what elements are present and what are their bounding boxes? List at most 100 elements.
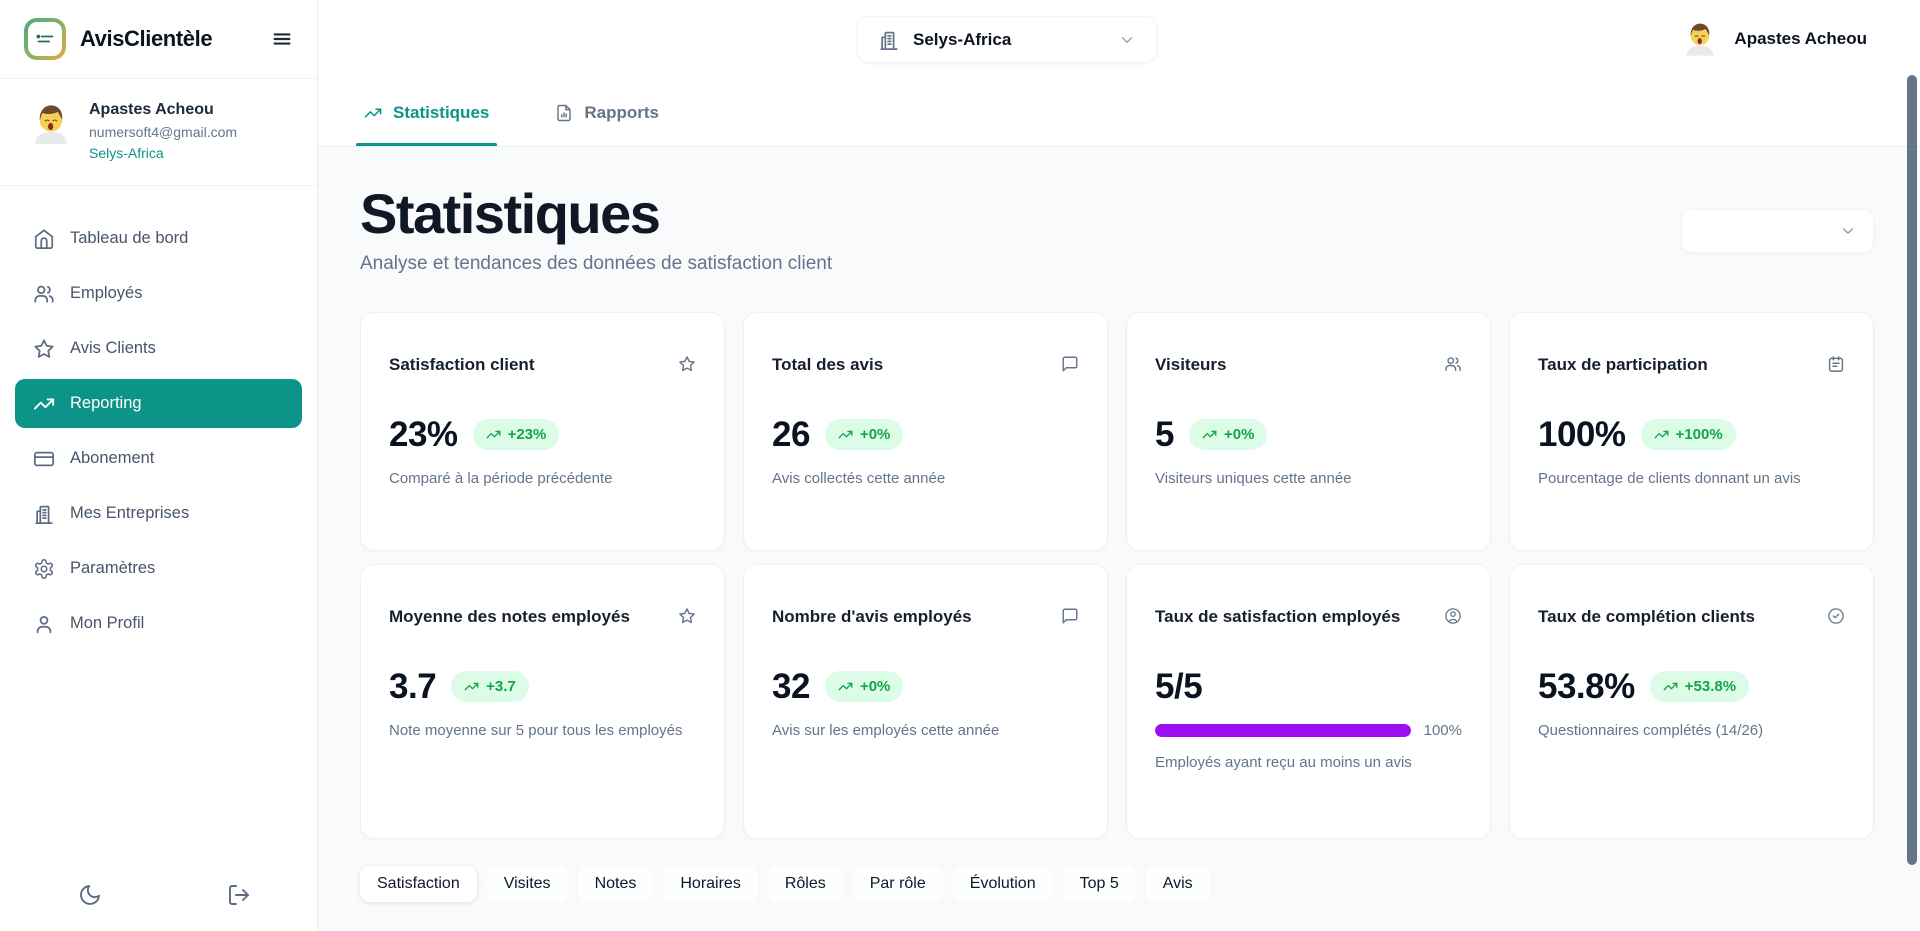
sidebar-item-reporting[interactable]: Reporting: [15, 379, 302, 428]
card-value: 5/5: [1155, 666, 1203, 706]
card-title: Moyenne des notes employés: [389, 606, 630, 626]
card-caption: Avis sur les employés cette année: [772, 721, 1000, 739]
scrollbar-thumb[interactable]: [1907, 75, 1917, 865]
sidebar-nav: Tableau de bord Employés Avis Clients Re…: [0, 186, 317, 654]
avatar: [28, 101, 74, 147]
progress-track: [1155, 723, 1411, 737]
message-square-icon: [1061, 607, 1079, 625]
topbar-user[interactable]: Apastes Acheou: [1681, 20, 1867, 58]
calendar-icon: [1827, 355, 1845, 373]
sidebar-item-avis-clients[interactable]: Avis Clients: [15, 324, 302, 373]
trending-up-icon: [486, 427, 501, 442]
menu-icon[interactable]: [271, 28, 293, 50]
card-caption: Avis collectés cette année: [772, 469, 946, 487]
circle-check-icon: [1827, 607, 1845, 625]
tab-label: Rapports: [584, 102, 659, 122]
building-icon: [33, 503, 55, 525]
card-title: Total des avis: [772, 354, 884, 374]
trending-up-icon: [364, 104, 382, 122]
card-caption: Pourcentage de clients donnant un avis: [1538, 469, 1801, 487]
sidebar-item-tableau-de-bord[interactable]: Tableau de bord: [15, 214, 302, 263]
card-caption: Employés ayant reçu au moins un avis: [1155, 753, 1412, 771]
sidebar-item-label: Mon Profil: [70, 614, 145, 632]
chart-tabs: Satisfaction Visites Notes Horaires Rôle…: [360, 865, 1874, 902]
user-icon: [33, 613, 55, 635]
card-title: Nombre d'avis employés: [772, 606, 972, 626]
trending-up-icon: [33, 393, 55, 415]
card-value: 23%: [389, 414, 458, 454]
company-selector[interactable]: Selys-Africa: [857, 16, 1157, 63]
page-head: Statistiques Analyse et tendances des do…: [360, 183, 1874, 275]
chart-tab-roles[interactable]: Rôles: [767, 865, 843, 902]
chart-tab-avis[interactable]: Avis: [1145, 865, 1210, 902]
sidebar-item-employes[interactable]: Employés: [15, 269, 302, 318]
users-icon: [33, 283, 55, 305]
trend-badge: +0%: [824, 419, 904, 451]
page-subtitle: Analyse et tendances des données de sati…: [360, 252, 833, 274]
chart-tab-top5[interactable]: Top 5: [1062, 865, 1136, 902]
card-caption: Comparé à la période précédente: [389, 469, 613, 487]
logout-icon[interactable]: [227, 883, 251, 907]
chevron-down-icon: [1839, 222, 1857, 240]
sidebar-item-mon-profil[interactable]: Mon Profil: [15, 599, 302, 648]
page-head-text: Statistiques Analyse et tendances des do…: [360, 183, 832, 275]
profile-email: numersoft4@gmail.com: [89, 124, 238, 140]
card-value: 100%: [1538, 414, 1626, 454]
sidebar-item-label: Tableau de bord: [70, 229, 189, 247]
stat-card-nombre-avis-employes: Nombre d'avis employés 32 +0% Avis sur l…: [743, 563, 1108, 839]
card-caption: Visiteurs uniques cette année: [1155, 469, 1352, 487]
trend-badge: +53.8%: [1649, 671, 1750, 703]
card-caption: Questionnaires complétés (14/26): [1538, 721, 1764, 739]
star-icon: [678, 607, 696, 625]
sidebar-item-label: Avis Clients: [70, 339, 156, 357]
sidebar-item-mes-entreprises[interactable]: Mes Entreprises: [15, 489, 302, 538]
progress-fill: [1155, 723, 1411, 737]
stat-card-satisfaction-client: Satisfaction client 23% +23% Comparé à l…: [360, 311, 725, 551]
star-icon: [678, 355, 696, 373]
tab-statistiques[interactable]: Statistiques: [355, 79, 498, 146]
stat-card-moyenne-notes-employes: Moyenne des notes employés 3.7 +3.7 Note…: [360, 563, 725, 839]
chart-tab-satisfaction[interactable]: Satisfaction: [360, 865, 477, 902]
stat-card-taux-de-participation: Taux de participation 100% +100% Pourcen…: [1509, 311, 1874, 551]
card-value: 3.7: [389, 666, 437, 706]
sidebar-header: AvisClientèle: [0, 0, 317, 79]
profile-name: Apastes Acheou: [89, 101, 214, 118]
gear-icon: [33, 558, 55, 580]
chart-tab-visites[interactable]: Visites: [486, 865, 568, 902]
sidebar-profile: Apastes Acheou numersoft4@gmail.com Sely…: [0, 79, 317, 186]
trend-badge: +23%: [472, 419, 560, 451]
trending-up-icon: [1202, 427, 1217, 442]
chart-tab-par-role[interactable]: Par rôle: [852, 865, 943, 902]
profile-company: Selys-Africa: [89, 145, 164, 161]
trend-badge: +0%: [1188, 419, 1268, 451]
stat-card-taux-completion-clients: Taux de complétion clients 53.8% +53.8% …: [1509, 563, 1874, 839]
sidebar-item-parametres[interactable]: Paramètres: [15, 544, 302, 593]
chart-tab-evolution[interactable]: Évolution: [952, 865, 1053, 902]
stat-card-total-des-avis: Total des avis 26 +0% Avis collectés cet…: [743, 311, 1108, 551]
trend-badge: +100%: [1640, 419, 1736, 451]
content: Statistiques Analyse et tendances des do…: [318, 147, 1920, 931]
building-icon: [878, 29, 900, 51]
progress-label: 100%: [1423, 721, 1462, 739]
avatar: [1681, 20, 1719, 58]
chart-tab-horaires[interactable]: Horaires: [663, 865, 758, 902]
profile-text: Apastes Acheou numersoft4@gmail.com Sely…: [89, 101, 237, 161]
sidebar-item-label: Paramètres: [70, 559, 156, 577]
tab-rapports[interactable]: Rapports: [551, 79, 663, 146]
card-title: Taux de complétion clients: [1538, 606, 1755, 626]
trending-up-icon: [1654, 427, 1669, 442]
stat-card-visiteurs: Visiteurs 5 +0% Visiteurs uniques cette …: [1126, 311, 1491, 551]
moon-icon[interactable]: [78, 883, 102, 907]
period-selector[interactable]: [1681, 209, 1874, 253]
star-icon: [33, 338, 55, 360]
file-chart-icon: [555, 104, 573, 122]
circle-user-icon: [1444, 607, 1462, 625]
message-square-icon: [1061, 355, 1079, 373]
card-title: Visiteurs: [1155, 354, 1227, 374]
card-value: 53.8%: [1538, 666, 1635, 706]
sidebar-item-abonement[interactable]: Abonement: [15, 434, 302, 483]
stat-cards-grid: Satisfaction client 23% +23% Comparé à l…: [360, 311, 1874, 839]
chart-tab-notes[interactable]: Notes: [577, 865, 654, 902]
page-tabs: Statistiques Rapports: [318, 79, 1920, 147]
